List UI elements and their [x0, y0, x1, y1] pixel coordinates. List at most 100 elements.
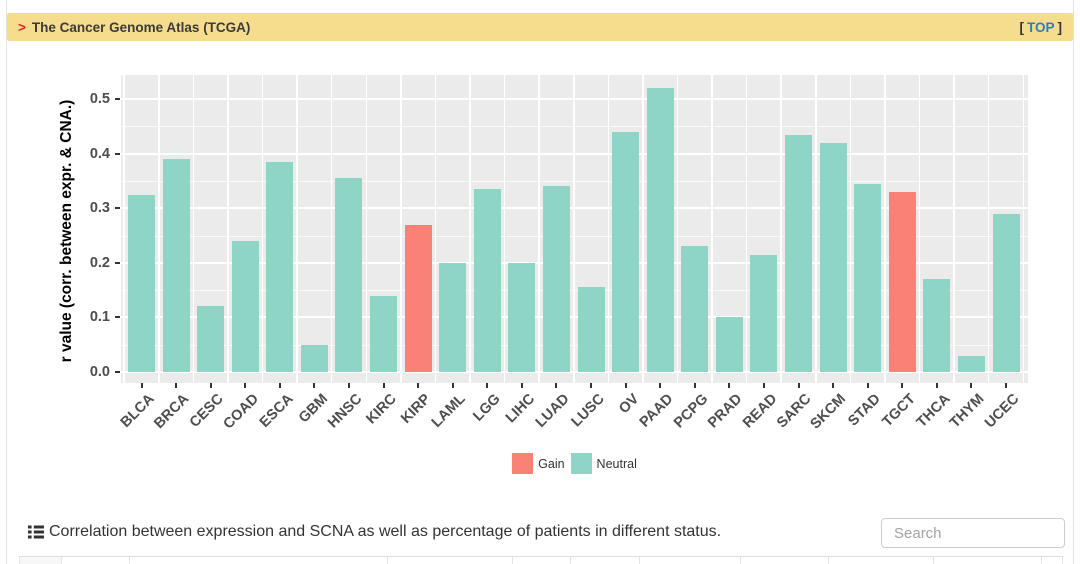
x-tick-mark [1005, 383, 1007, 388]
vertical-gridline [849, 75, 852, 383]
x-tick-label-kirc: KIRC [363, 391, 400, 428]
vertical-gridline [434, 75, 437, 383]
minor-gridline [121, 290, 1028, 292]
x-tick-mark [417, 383, 420, 388]
search-input[interactable] [881, 518, 1065, 548]
table-header-cell [19, 557, 62, 564]
table-header-cell [741, 557, 829, 564]
table-header-cell [130, 557, 388, 564]
x-tick-mark [244, 383, 247, 388]
x-tick-mark [278, 383, 281, 388]
table-header-cell [388, 557, 513, 564]
x-tick-label-skcm: SKCM [807, 391, 850, 433]
x-tick-label-sarc: SARC [774, 391, 815, 432]
x-tick-mark [555, 383, 558, 388]
vertical-gridline [400, 75, 402, 383]
x-tick-label-kirp: KIRP [398, 391, 435, 427]
x-tick-mark [313, 383, 316, 388]
vertical-gridline [711, 75, 713, 383]
chart-legend: Gain Neutral [121, 453, 1028, 474]
x-tick-mark [520, 383, 523, 388]
bar-skcm [819, 142, 847, 372]
vertical-gridline [365, 75, 368, 383]
legend-label-neutral: Neutral [596, 456, 637, 471]
container-right-border [1073, 0, 1074, 564]
legend-label-gain: Gain [538, 456, 565, 471]
x-tick-label-coad: COAD [220, 391, 262, 433]
bar-lusc [577, 287, 605, 372]
vertical-gridline [158, 75, 160, 383]
y-axis-title: r value (corr. between expr. & CNA.) [58, 99, 75, 363]
bar-gbm [300, 344, 328, 372]
y-tick-mark [115, 207, 120, 210]
table-header-cell [934, 557, 1042, 564]
y-tick-mark [115, 371, 120, 373]
bar-read [750, 254, 778, 372]
x-tick-label-cesc: CESC [187, 391, 227, 431]
vertical-gridline [642, 75, 644, 383]
x-tick-mark [693, 383, 696, 388]
vertical-gridline [573, 75, 575, 383]
x-tick-mark [762, 383, 765, 388]
top-link-label: TOP [1026, 19, 1055, 35]
vertical-gridline [503, 75, 506, 383]
x-tick-label-thca: THCA [913, 391, 954, 431]
major-gridline [121, 316, 1028, 319]
x-tick-mark [382, 383, 385, 388]
x-tick-mark [832, 383, 835, 388]
vertical-gridline [330, 75, 333, 383]
legend-swatch-gain [512, 453, 534, 474]
table-header-row [19, 556, 1063, 564]
bar-thca [923, 279, 951, 372]
bar-lgg [473, 189, 501, 372]
bar-laml [439, 262, 467, 372]
section-header: > The Cancer Genome Atlas (TCGA) [TOP] [7, 13, 1073, 41]
y-tick-mark [115, 152, 120, 155]
table-header-cell [640, 557, 741, 564]
vertical-gridline [676, 75, 679, 383]
x-tick-label-laml: LAML [429, 391, 470, 431]
legend-item-neutral: Neutral [570, 453, 637, 474]
vertical-gridline [469, 75, 471, 383]
y-tick-label: 0.0 [89, 364, 110, 380]
list-icon [28, 524, 44, 540]
section-arrow-icon: > [18, 19, 26, 35]
x-tick-label-esca: ESCA [256, 391, 297, 431]
x-tick-label-thym: THYM [947, 391, 988, 432]
top-link-close-bracket: ] [1057, 19, 1063, 35]
table-header-cell [62, 557, 130, 564]
x-tick-label-lihc: LIHC [502, 391, 539, 427]
x-tick-label-stad: STAD [845, 391, 885, 430]
bar-lihc [508, 262, 536, 372]
vertical-gridline [227, 75, 229, 383]
bar-blca [128, 194, 155, 372]
bar-stad [854, 183, 882, 372]
y-tick-label: 0.4 [89, 145, 110, 162]
plot-panel [121, 75, 1028, 383]
vertical-gridline [815, 75, 817, 383]
vertical-gridline [192, 75, 195, 383]
table-header-cell [571, 557, 640, 564]
top-link-open-bracket: [ [1019, 19, 1024, 35]
bar-kirc [370, 295, 398, 372]
x-tick-label-pcpg: PCPG [670, 391, 712, 432]
major-gridline [121, 152, 1028, 155]
x-tick-label-ucec: UCEC [981, 391, 1023, 432]
vertical-gridline [953, 75, 955, 383]
minor-gridline [121, 180, 1028, 182]
x-tick-mark [901, 383, 904, 388]
bar-cesc [197, 306, 225, 372]
section-title: The Cancer Genome Atlas (TCGA) [31, 19, 251, 35]
top-link[interactable]: [TOP] [1019, 20, 1062, 35]
x-tick-mark [728, 383, 731, 388]
x-tick-label-paad: PAAD [636, 391, 677, 431]
y-tick-mark [115, 261, 120, 264]
x-tick-mark [970, 383, 973, 388]
table-header-cell [513, 557, 571, 564]
y-tick-label: 0.2 [89, 254, 110, 271]
legend-item-gain: Gain [512, 453, 565, 474]
x-tick-label-ov: OV [615, 391, 642, 418]
bar-esca [266, 161, 294, 372]
vertical-gridline [538, 75, 540, 383]
